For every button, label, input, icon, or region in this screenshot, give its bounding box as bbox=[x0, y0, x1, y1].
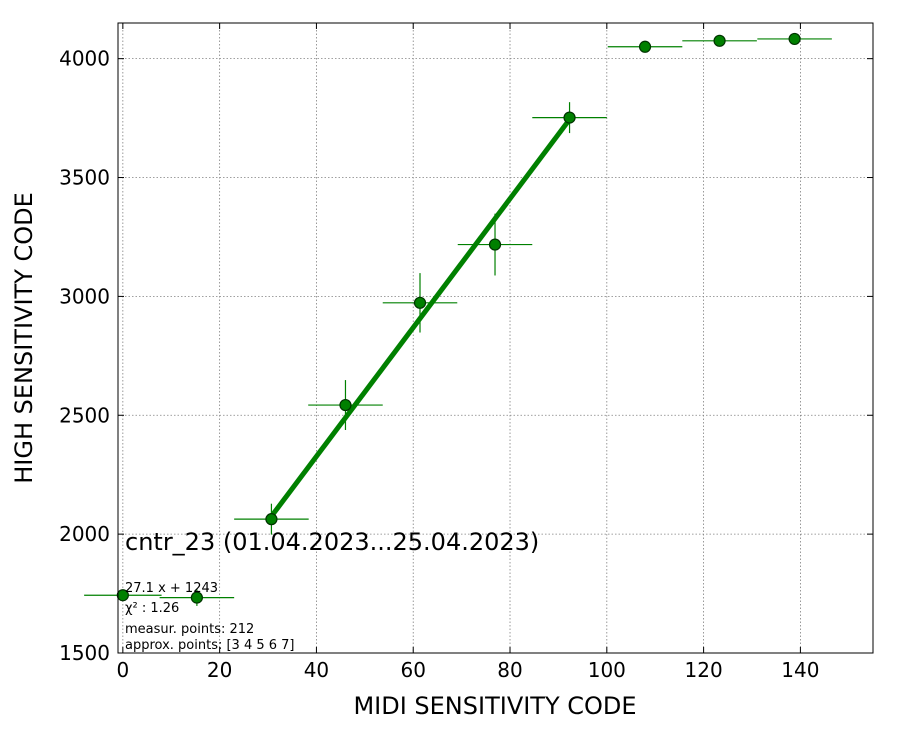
point-marker bbox=[788, 32, 801, 46]
data-point bbox=[682, 34, 757, 47]
x-tick-label: 40 bbox=[304, 658, 329, 682]
point-marker bbox=[638, 40, 652, 53]
x-tick-label: 140 bbox=[781, 658, 819, 682]
x-tick-label: 60 bbox=[400, 658, 425, 682]
x-tick-label: 20 bbox=[207, 658, 232, 682]
data-point bbox=[757, 32, 832, 46]
y-tick-label: 3000 bbox=[59, 284, 110, 308]
y-tick-label: 2000 bbox=[59, 522, 110, 546]
plot-frame bbox=[117, 22, 874, 654]
y-tick-label: 3500 bbox=[59, 166, 110, 190]
annotation-equation: 27.1 x + 1243 bbox=[125, 581, 218, 596]
plot-background bbox=[118, 23, 873, 653]
point-marker bbox=[339, 398, 352, 412]
y-axis-label: HIGH SENSITIVITY CODE bbox=[10, 192, 38, 484]
annotation-measur-points: measur. points: 212 bbox=[125, 622, 254, 637]
x-tick-label: 120 bbox=[685, 658, 723, 682]
annotation-approx-points: approx. points: [3 4 5 6 7] bbox=[125, 638, 295, 653]
point-marker bbox=[713, 34, 726, 47]
data-point bbox=[84, 589, 162, 602]
data-point bbox=[234, 503, 309, 535]
data-point bbox=[607, 40, 683, 53]
x-tick-label: 0 bbox=[116, 658, 129, 682]
grid bbox=[118, 23, 873, 654]
data-point bbox=[532, 102, 607, 134]
point-marker bbox=[563, 111, 576, 124]
data-point bbox=[159, 589, 235, 606]
ticks: 0 20 40 60 80 100 120 140 1500 2000 2500 3000 3500 40… bbox=[59, 23, 873, 682]
point-marker bbox=[116, 589, 129, 602]
y-tick-label: 1500 bbox=[59, 641, 110, 665]
y-tick-label: 2500 bbox=[59, 403, 110, 427]
y-tick-label: 4000 bbox=[59, 47, 110, 71]
annotation-chi2: χ² : 1.26 bbox=[125, 601, 179, 616]
data-point bbox=[382, 273, 458, 333]
data-point bbox=[457, 213, 533, 276]
annotation-title: cntr_23 (01.04.2023...25.04.2023) bbox=[125, 528, 539, 556]
data-point bbox=[308, 380, 383, 431]
point-marker bbox=[413, 296, 427, 309]
point-marker bbox=[190, 591, 203, 604]
data-points bbox=[84, 32, 832, 606]
point-marker bbox=[488, 238, 502, 251]
point-marker bbox=[265, 513, 278, 526]
x-tick-label: 100 bbox=[588, 658, 626, 682]
x-axis-label: MIDI SENSITIVITY CODE bbox=[353, 692, 636, 720]
x-tick-label: 80 bbox=[497, 658, 522, 682]
